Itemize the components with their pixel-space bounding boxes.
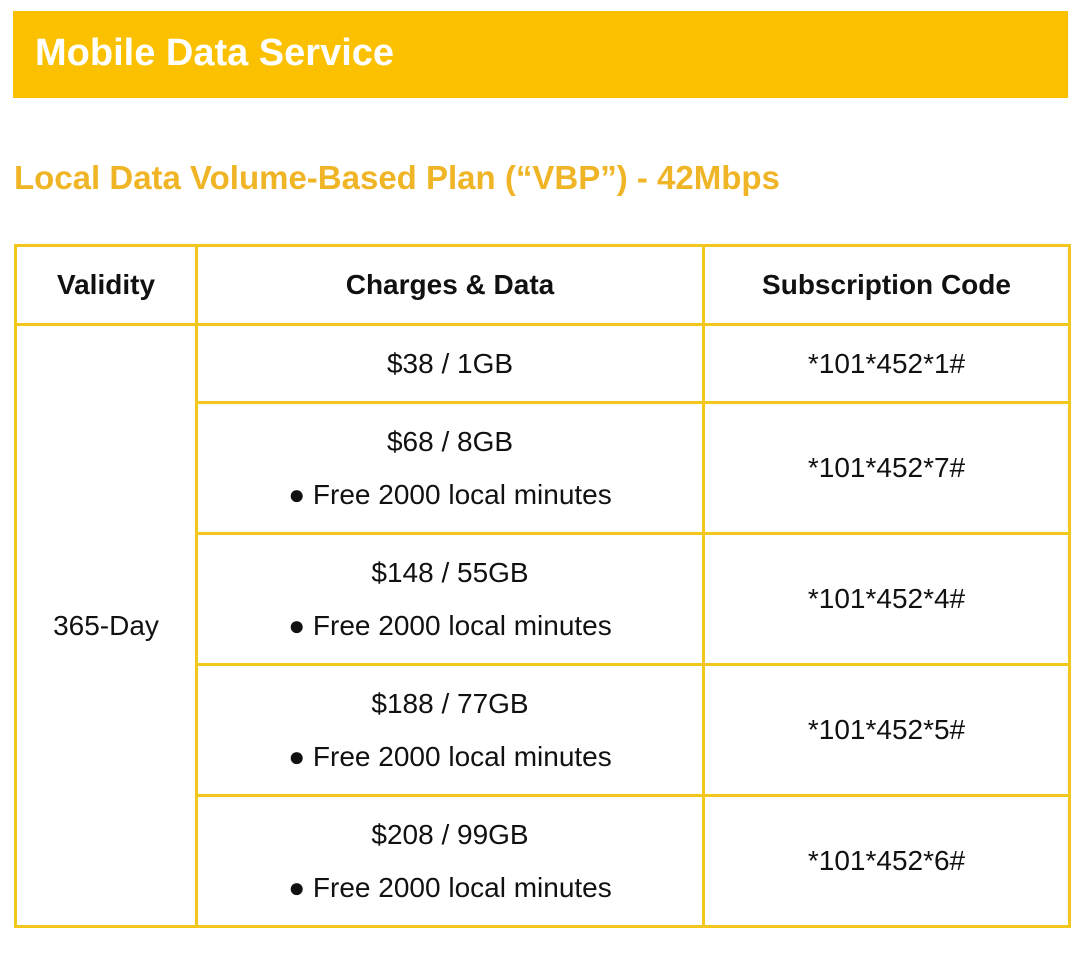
benefit-note: ● Free 2000 local minutes — [288, 610, 612, 641]
benefit-note: ● Free 2000 local minutes — [288, 479, 612, 510]
charge: $38 / 1GB — [386, 348, 514, 379]
charge: $68 / 8GB — [386, 426, 514, 457]
code-cell: *101*452*5# — [702, 663, 1071, 797]
column-header: Validity — [14, 244, 198, 326]
code-cell: *101*452*4# — [702, 532, 1071, 666]
banner: Mobile Data Service — [13, 11, 1068, 98]
header-row: Validity Charges & Data Subscription Cod… — [14, 244, 1071, 326]
column-header: Subscription Code — [702, 244, 1071, 326]
validity-cell: 365-Day — [14, 323, 198, 928]
benefit-note: ● Free 2000 local minutes — [288, 741, 612, 772]
section-title: Local Data Volume-Based Plan (“VBP”) - 4… — [14, 159, 780, 196]
charge: $208 / 99GB — [371, 819, 529, 850]
charge: $188 / 77GB — [371, 688, 529, 719]
charge-cell: $208 / 99GB ● Free 2000 local minutes — [195, 794, 705, 928]
charge-cell: $148 / 55GB ● Free 2000 local minutes — [195, 532, 705, 666]
plan-row: 365-Day $38 / 1GB *101*452*1# — [14, 323, 1071, 928]
charge-cell: $188 / 77GB ● Free 2000 local minutes — [195, 663, 705, 797]
plan-row: $208 / 99GB ● Free 2000 local minutes *101… — [16, 794, 1071, 928]
benefit-note: ● Free 2000 local minutes — [288, 872, 612, 903]
column-header: Charges & Data — [195, 244, 705, 326]
code-cell: *101*452*6# — [702, 794, 1071, 928]
plan-row: $68 / 8GB ● Free 2000 local minutes *101*4… — [16, 401, 1071, 535]
code-cell: *101*452*7# — [702, 401, 1071, 535]
charge: $148 / 55GB — [371, 557, 529, 588]
page-title: Mobile Data Service — [35, 32, 395, 74]
plan-row: $188 / 77GB ● Free 2000 local minutes *101… — [16, 663, 1071, 797]
plan-row: $148 / 55GB ● Free 2000 local minutes *101… — [16, 532, 1071, 666]
charge-cell: $68 / 8GB ● Free 2000 local minutes — [195, 401, 705, 535]
plan-table: Validity Charges & Data Subscription Cod… — [14, 244, 1071, 928]
code-cell: *101*452*1# — [702, 323, 1071, 404]
charge-cell: $38 / 1GB — [195, 323, 705, 404]
